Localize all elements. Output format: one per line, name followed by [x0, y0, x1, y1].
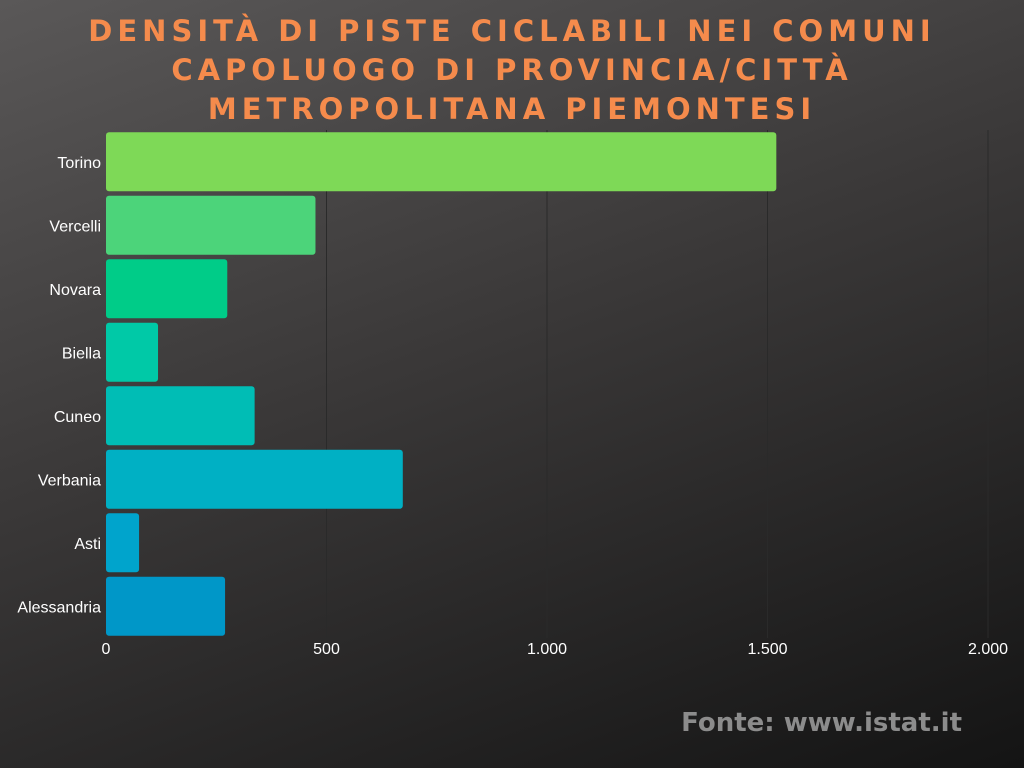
x-tick-label: 1.500 — [747, 641, 787, 658]
category-label: Verbania — [38, 472, 101, 489]
category-label: Novara — [49, 282, 101, 299]
source-credit: Fonte: www.istat.it — [681, 708, 962, 738]
bar-alessandria — [106, 576, 226, 636]
category-label: Alessandria — [17, 599, 101, 616]
chart-title-line-2: capoluogo di provincia/città — [171, 53, 853, 87]
category-label: Biella — [62, 345, 101, 362]
x-tick-label: 2.000 — [968, 641, 1008, 658]
chart-title-line-1: Densità di piste ciclabili nei comuni — [88, 14, 936, 48]
category-label: Vercelli — [49, 218, 101, 235]
bar-verbania — [106, 449, 403, 509]
x-tick-label: 500 — [313, 641, 340, 658]
category-label: Torino — [57, 155, 101, 172]
bar-cuneo — [106, 386, 255, 446]
bar-vercelli — [106, 195, 316, 255]
bar-novara — [106, 259, 228, 319]
bar-asti — [106, 513, 140, 573]
chart-title: Densità di piste ciclabili nei comuni ca… — [0, 12, 1024, 129]
bar-torino — [106, 132, 777, 192]
x-tick-label: 1.000 — [527, 641, 567, 658]
chart-title-line-3: metropolitana piemontesi — [207, 92, 817, 126]
x-tick-label: 0 — [102, 641, 111, 658]
bar-biella — [106, 322, 159, 382]
category-label: Asti — [74, 536, 101, 553]
category-label: Cuneo — [54, 409, 101, 426]
